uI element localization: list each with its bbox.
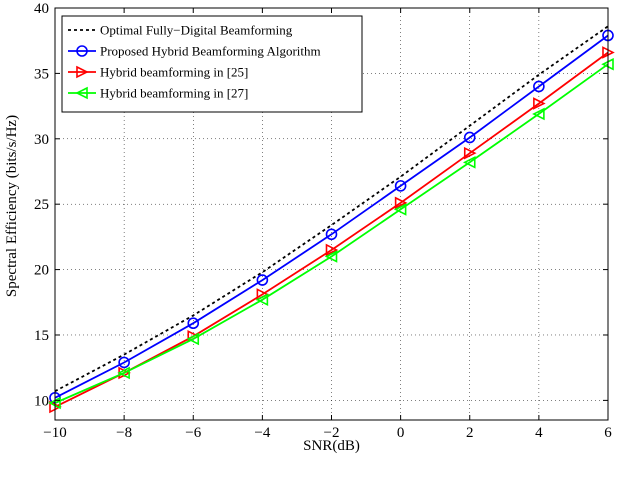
data-point [463,146,477,160]
legend-item: Hybrid beamforming in [25] [68,65,248,80]
data-point [325,243,339,257]
series-line [54,63,609,404]
data-point [186,332,200,346]
x-axis-label: SNR(dB) [303,438,360,454]
legend-label: Hybrid beamforming in [25] [100,65,248,80]
data-point [325,228,338,241]
x-tick-label: −4 [254,425,270,441]
data-point [256,274,269,286]
data-point [255,293,269,306]
series-4 [48,57,614,410]
legend: Optimal Fully−Digital Beamforming Propose… [61,15,363,113]
legend-label: Optimal Fully−Digital Beamforming [100,23,293,38]
y-tick-label: 30 [34,132,49,148]
data-point [393,203,407,216]
tick-marks [54,7,609,420]
legend-item: Proposed Hybrid Beamforming Algorithm [68,44,321,59]
legend-marker [76,45,88,57]
y-axis-label: Spectral Efficiency (bits/s/Hz) [4,115,20,297]
series-1 [54,25,609,392]
data-point [533,97,546,110]
data-point [187,317,200,330]
x-tick-label: 2 [466,425,474,441]
x-tick-label: −6 [185,425,201,441]
legend-marker [76,65,89,79]
y-tick-label: 40 [34,1,49,17]
x-tick-label: 4 [535,425,543,441]
x-tick-label: −2 [324,425,340,441]
series-layer [48,25,615,414]
data-point [324,250,338,263]
data-point [394,196,408,210]
y-tick-label: 35 [34,66,49,82]
x-tick-label: 0 [397,425,405,441]
x-tick-label: −8 [116,425,132,441]
y-tick-label: 10 [34,393,49,409]
x-tick-labels: −10 −8 −6 −4 −2 0 2 4 6 [43,425,612,441]
data-point [117,366,130,380]
data-point [394,180,407,192]
y-tick-label: 15 [34,328,49,344]
data-point [462,156,476,169]
legend-label: Hybrid beamforming in [27] [100,86,248,101]
data-point [118,356,130,369]
x-tick-label: 6 [604,425,612,441]
y-tick-label: 20 [34,263,49,279]
legend-marker [75,86,88,100]
legend-label: Proposed Hybrid Beamforming Algorithm [100,44,321,59]
data-point [532,107,545,121]
data-point [533,80,545,93]
legend-item: Optimal Fully−Digital Beamforming [68,23,293,38]
data-point [463,131,476,144]
x-tick-label: −10 [43,425,66,441]
y-tick-label: 25 [34,197,49,213]
legend-item: Hybrid beamforming in [27] [68,86,248,101]
legend-box [61,15,363,113]
series-line [54,25,609,392]
y-tick-labels: 10 15 20 25 30 35 40 [34,1,49,409]
series-line [54,34,609,399]
